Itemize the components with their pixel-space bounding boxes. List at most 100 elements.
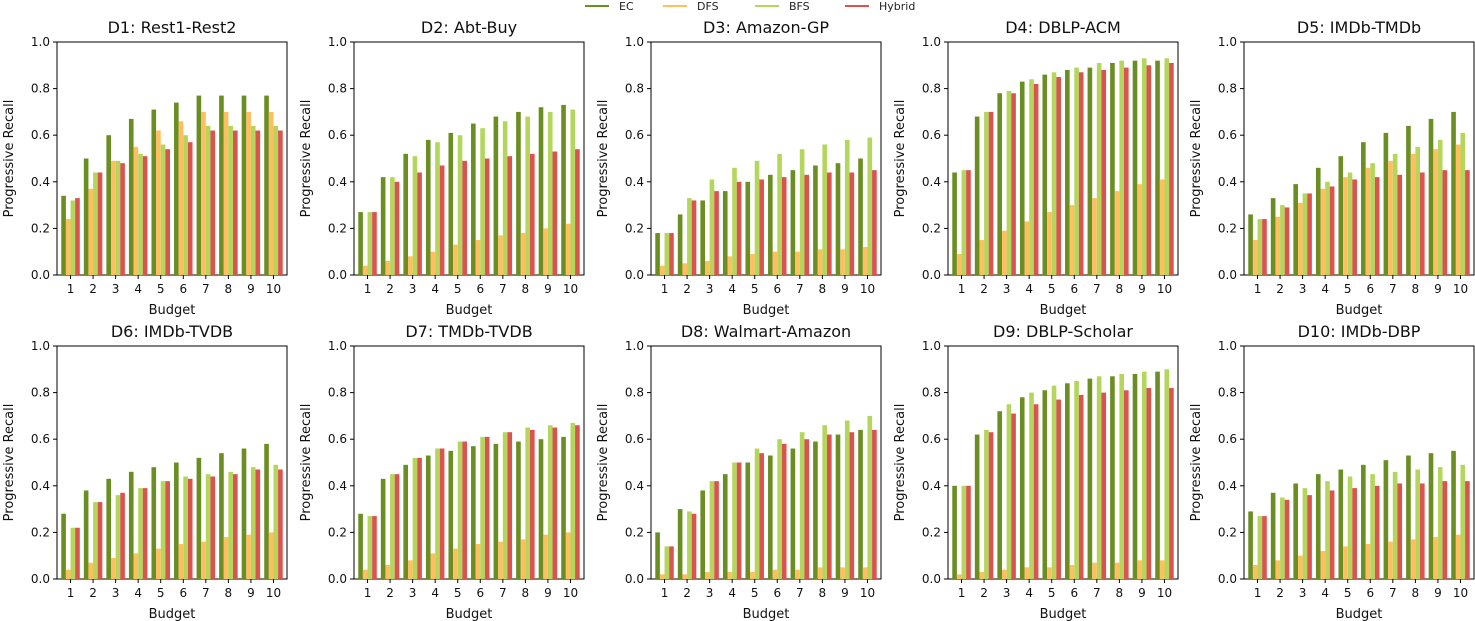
bar-bfs-10 (867, 137, 873, 275)
bar-hybrid-4 (736, 181, 742, 275)
x-tick-label: 9 (1434, 282, 1442, 296)
legend-swatch-ec (585, 5, 609, 7)
bar-bfs-5 (1347, 172, 1353, 275)
bar-dfs-7 (201, 111, 206, 276)
bar-dfs-9 (1433, 149, 1438, 275)
bar-dfs-3 (705, 572, 710, 579)
bar-hybrid-4 (1329, 490, 1335, 579)
bar-dfs-10 (1159, 179, 1165, 275)
bar-dfs-4 (1320, 188, 1326, 275)
bar-bfs-3 (709, 179, 715, 275)
x-tick-label: 4 (431, 586, 439, 600)
bar-ec-7 (1087, 67, 1093, 275)
x-tick-label: 2 (89, 586, 97, 600)
x-tick-label: 5 (1344, 586, 1352, 600)
y-tick-label: 0.0 (1218, 268, 1237, 282)
bar-dfs-4 (133, 146, 139, 275)
bar-ec-2 (83, 158, 89, 275)
bar-dfs-9 (543, 228, 548, 275)
bar-bfs-5 (457, 135, 463, 275)
bar-hybrid-4 (439, 448, 445, 579)
x-tick-label: 7 (1389, 586, 1397, 600)
x-tick-label: 3 (409, 282, 417, 296)
bar-ec-5 (448, 132, 454, 275)
bar-dfs-7 (1092, 198, 1097, 275)
bar-dfs-4 (1024, 221, 1030, 275)
bar-bfs-10 (1460, 132, 1466, 275)
x-tick-label: 10 (1453, 282, 1468, 296)
y-axis-label: Progressive Recall (299, 100, 314, 218)
x-axis-label: Budget (149, 303, 196, 318)
x-tick-label: 6 (1366, 282, 1374, 296)
bar-ec-7 (196, 457, 202, 579)
x-tick-label: 1 (661, 282, 669, 296)
y-tick-label: 0.2 (31, 525, 50, 539)
x-tick-label: 9 (247, 586, 255, 600)
x-axis-label: Budget (1040, 607, 1087, 621)
bar-ec-6 (471, 123, 476, 275)
x-tick-label: 5 (751, 586, 759, 600)
legend-swatch-bfs (755, 5, 779, 7)
bar-ec-2 (974, 434, 980, 579)
x-tick-label: 2 (1276, 282, 1284, 296)
bar-hybrid-3 (417, 457, 422, 579)
x-tick-label: 4 (1321, 282, 1329, 296)
bar-hybrid-1 (372, 516, 377, 579)
bar-dfs-5 (1047, 212, 1052, 275)
bar-bfs-4 (1029, 392, 1034, 579)
bar-ec-9 (835, 434, 841, 579)
bar-hybrid-1 (75, 198, 80, 275)
bar-ec-6 (1361, 142, 1366, 275)
bar-hybrid-8 (233, 130, 238, 275)
bar-hybrid-9 (1442, 170, 1448, 275)
bar-ec-7 (790, 170, 796, 275)
bar-ec-9 (241, 95, 247, 275)
x-tick-label: 9 (544, 282, 552, 296)
axes-frame (1243, 41, 1475, 276)
bar-bfs-3 (412, 156, 418, 275)
bar-bfs-3 (115, 160, 121, 275)
bar-bfs-9 (250, 467, 256, 579)
y-tick-label: 1.0 (31, 339, 50, 353)
bar-hybrid-7 (804, 174, 810, 275)
bar-dfs-1 (65, 219, 71, 275)
bar-ec-9 (538, 107, 544, 276)
x-tick-label: 5 (751, 282, 759, 296)
bar-bfs-7 (1096, 376, 1102, 579)
bar-ec-1 (1248, 511, 1253, 579)
bar-bfs-5 (754, 448, 760, 579)
x-axis-label: Budget (446, 303, 493, 318)
bar-bfs-8 (228, 471, 233, 579)
panel-title: D7: TMDb-TVDB (405, 322, 532, 341)
panel-d3-amazon-gp: 0.0 0.2 0.4 0.6 0.8 1.0 1 2 3 4 5 6 7 8 9 10 D3: Amazon-… (596, 18, 882, 318)
x-tick-label: 6 (773, 282, 781, 296)
bar-bfs-8 (228, 125, 233, 275)
bar-hybrid-6 (484, 436, 490, 579)
x-tick-label: 6 (1070, 586, 1078, 600)
bar-ec-1 (358, 212, 363, 275)
x-tick-label: 6 (476, 586, 484, 600)
x-tick-label: 9 (1138, 282, 1146, 296)
bar-dfs-7 (1388, 541, 1393, 579)
x-tick-label: 10 (1157, 586, 1172, 600)
bar-hybrid-2 (691, 200, 697, 275)
bar-dfs-10 (1455, 144, 1461, 275)
bar-hybrid-5 (1056, 76, 1061, 275)
bar-bfs-4 (1325, 181, 1330, 275)
x-axis-label: Budget (1040, 303, 1087, 318)
y-tick-label: 0.8 (328, 386, 347, 400)
x-tick-label: 9 (841, 282, 849, 296)
bar-ec-7 (1383, 460, 1389, 579)
panel-d9-dblp-scholar: 0.0 0.2 0.4 0.6 0.8 1.0 1 2 3 4 5 6 7 8 9 10 D9: DBLP-Sc… (893, 322, 1179, 621)
bar-bfs-8 (1119, 373, 1124, 579)
bar-hybrid-6 (484, 158, 490, 275)
bar-hybrid-9 (552, 151, 558, 275)
legend: EC DFS BFS Hybrid (585, 0, 945, 13)
bar-bfs-1 (70, 200, 76, 275)
bar-bfs-7 (1096, 62, 1102, 275)
y-tick-label: 0.0 (31, 268, 50, 282)
legend-label-dfs: DFS (697, 0, 719, 13)
bar-bfs-2 (687, 511, 692, 579)
y-tick-label: 0.6 (328, 432, 347, 446)
axes-frame (947, 345, 1179, 580)
